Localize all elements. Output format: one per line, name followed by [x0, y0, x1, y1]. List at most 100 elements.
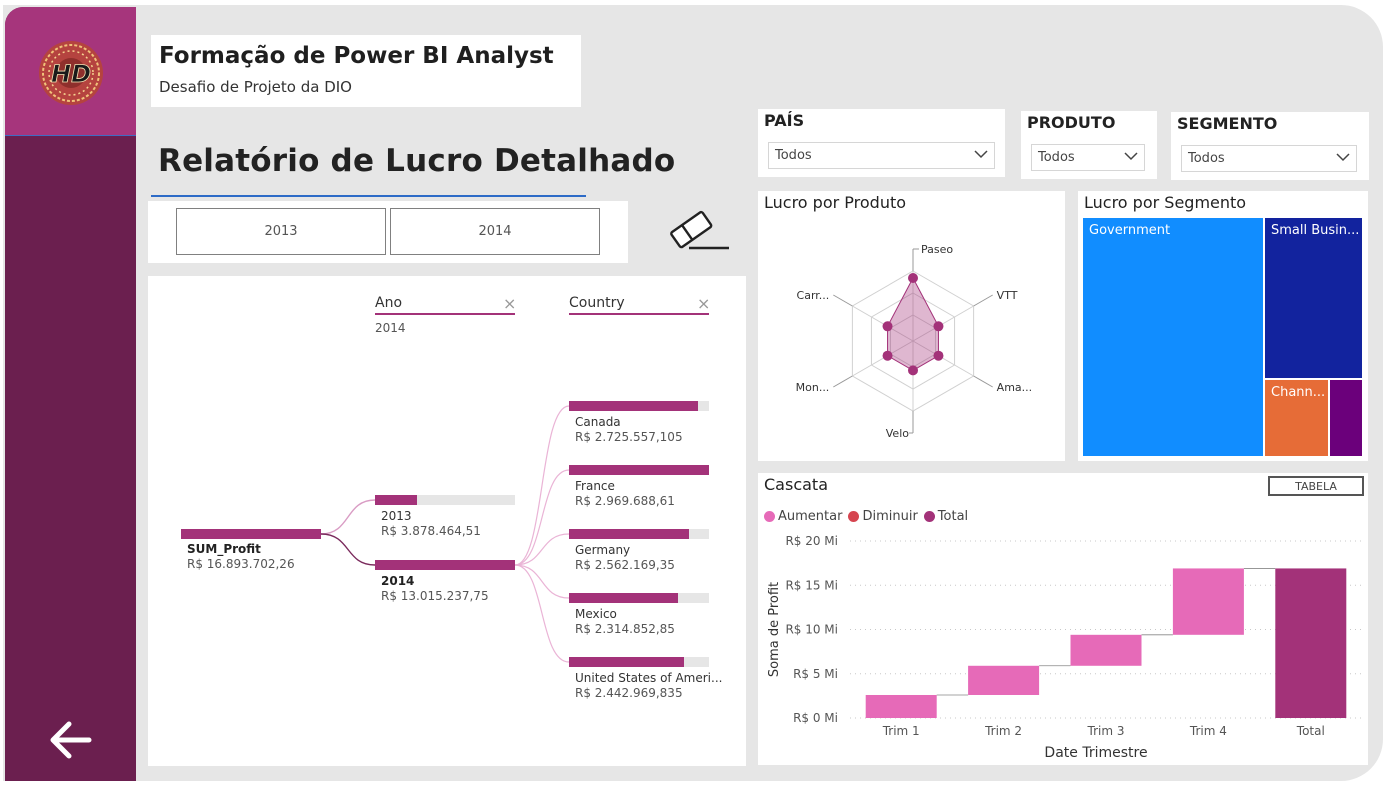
slicer-pais: PAÍS Todos [758, 109, 1005, 177]
radar-point [908, 365, 918, 376]
year-value: R$ 3.878.464,51 [381, 524, 481, 538]
tree-connector [320, 533, 376, 566]
radar-point [882, 350, 893, 361]
radar-point [933, 321, 944, 332]
header-title: Formação de Power BI Analyst [159, 43, 554, 69]
slicer-segmento-dropdown[interactable]: Todos [1181, 145, 1357, 172]
logo-panel: HD [5, 7, 136, 136]
year-bar[interactable] [375, 495, 417, 505]
country-value: R$ 2.314.852,85 [575, 622, 675, 636]
radar-spoke [852, 305, 914, 342]
year-button-2013[interactable]: 2013 [176, 208, 386, 255]
radar-axis-label: Paseo [921, 243, 953, 256]
country-label: Mexico [575, 607, 617, 621]
year-bar[interactable] [375, 560, 515, 570]
treemap-tile-small-business[interactable]: Small Busin... [1265, 218, 1362, 378]
tabela-button[interactable]: TABELA [1268, 476, 1364, 496]
eraser-icon [670, 210, 729, 250]
country-bar[interactable] [569, 401, 698, 411]
header-subtitle: Desafio de Projeto da DIO [159, 78, 352, 96]
logo-icon: HD [39, 41, 103, 105]
decomposition-tree-card: Ano × 2014 Country × SUM_Profit R$ 16.89… [148, 276, 746, 766]
radar-point [933, 350, 944, 361]
sidebar: HD [5, 7, 136, 781]
report-canvas: HD Formação de Power BI Analyst Desafio … [3, 5, 1383, 781]
level-header-country[interactable]: Country [569, 295, 625, 311]
radar-spoke [912, 305, 974, 342]
slicer-pais-label: PAÍS [764, 111, 805, 130]
treemap-tile-other[interactable] [1330, 380, 1362, 456]
radar-axis-label: Carr... [797, 289, 830, 302]
y-tick-label: R$ 0 Mi [793, 711, 838, 725]
country-label: Germany [575, 543, 631, 557]
root-bar[interactable] [181, 529, 321, 539]
slicer-produto-value: Todos [1038, 150, 1075, 165]
level-header-ano[interactable]: Ano [375, 295, 403, 311]
radar-axis-label: Ama... [997, 381, 1032, 394]
treemap-title: Lucro por Segmento [1084, 193, 1247, 212]
radar-spoke [852, 340, 914, 377]
country-value: R$ 2.442.969,835 [575, 686, 683, 700]
back-arrow-icon [50, 721, 92, 759]
slicer-segmento: SEGMENTO Todos [1171, 112, 1369, 180]
x-axis-label: Date Trimestre [1044, 745, 1147, 761]
level-underline-country [569, 313, 709, 315]
slicer-produto-label: PRODUTO [1027, 113, 1116, 132]
country-bar[interactable] [569, 529, 689, 539]
legend-item-diminuir[interactable]: Diminuir [848, 509, 918, 524]
waterfall-title: Cascata [764, 475, 828, 494]
legend-item-total[interactable]: Total [923, 509, 968, 524]
x-tick-label: Total [1296, 724, 1325, 738]
treemap-tile-government[interactable]: Government [1083, 218, 1263, 456]
country-label: United States of Ameri... [575, 671, 723, 685]
radar-leader [973, 294, 993, 307]
header-card: Formação de Power BI Analyst Desafio de … [151, 35, 581, 107]
close-icon[interactable]: × [697, 294, 711, 313]
country-value: R$ 2.562.169,35 [575, 558, 675, 572]
treemap-label-channel: Chann... [1271, 385, 1326, 400]
back-arrow-button[interactable] [45, 715, 95, 765]
treemap-label-small-business: Small Busin... [1271, 223, 1360, 238]
tree-connector [514, 469, 570, 566]
year-bar-bg [375, 495, 515, 505]
slicer-produto-dropdown[interactable]: Todos [1031, 144, 1145, 171]
x-tick-label: Trim 4 [1189, 724, 1227, 738]
radar-axis-label: VTT [997, 289, 1018, 302]
country-bar[interactable] [569, 465, 709, 475]
chevron-down-icon [1124, 152, 1138, 161]
level-selected-ano: 2014 [375, 321, 406, 335]
waterfall-bar [1275, 568, 1347, 718]
treemap-label-government: Government [1089, 223, 1171, 238]
year-button-2014[interactable]: 2014 [390, 208, 600, 255]
radar-leader [833, 375, 853, 388]
y-tick-label: R$ 15 Mi [785, 578, 838, 592]
y-tick-label: R$ 10 Mi [785, 623, 838, 637]
tree-connector [514, 533, 570, 566]
x-tick-label: Trim 3 [1087, 724, 1125, 738]
slicer-segmento-label: SEGMENTO [1177, 114, 1278, 133]
clear-filters-button[interactable] [667, 209, 731, 251]
year-slicer: 2013 2014 [148, 201, 628, 263]
close-icon[interactable]: × [503, 294, 517, 313]
treemap-card: Lucro por Segmento Government Small Busi… [1078, 191, 1368, 461]
country-label: Canada [575, 415, 621, 429]
waterfall-bar [1070, 634, 1142, 666]
radar-card: Lucro por Produto Paseo VTT Ama... Velo Mon.… [758, 191, 1065, 461]
legend-item-aumentar[interactable]: Aumentar [764, 509, 842, 524]
country-bar[interactable] [569, 593, 678, 603]
slicer-pais-dropdown[interactable]: Todos [768, 142, 995, 169]
radar-point [908, 273, 918, 283]
country-bar[interactable] [569, 657, 684, 667]
year-label: 2013 [381, 509, 412, 523]
treemap-tile-channel[interactable]: Chann... [1265, 380, 1328, 456]
title-underline [151, 195, 586, 197]
radar-spoke [912, 340, 974, 377]
year-label: 2014 [381, 574, 415, 588]
chevron-down-icon [1336, 153, 1350, 162]
country-label: France [575, 479, 615, 493]
radar-area [887, 276, 939, 371]
radar-title: Lucro por Produto [764, 193, 907, 212]
chevron-down-icon [974, 150, 988, 159]
country-value: R$ 2.725.557,105 [575, 430, 683, 444]
tree-connector [514, 564, 570, 663]
